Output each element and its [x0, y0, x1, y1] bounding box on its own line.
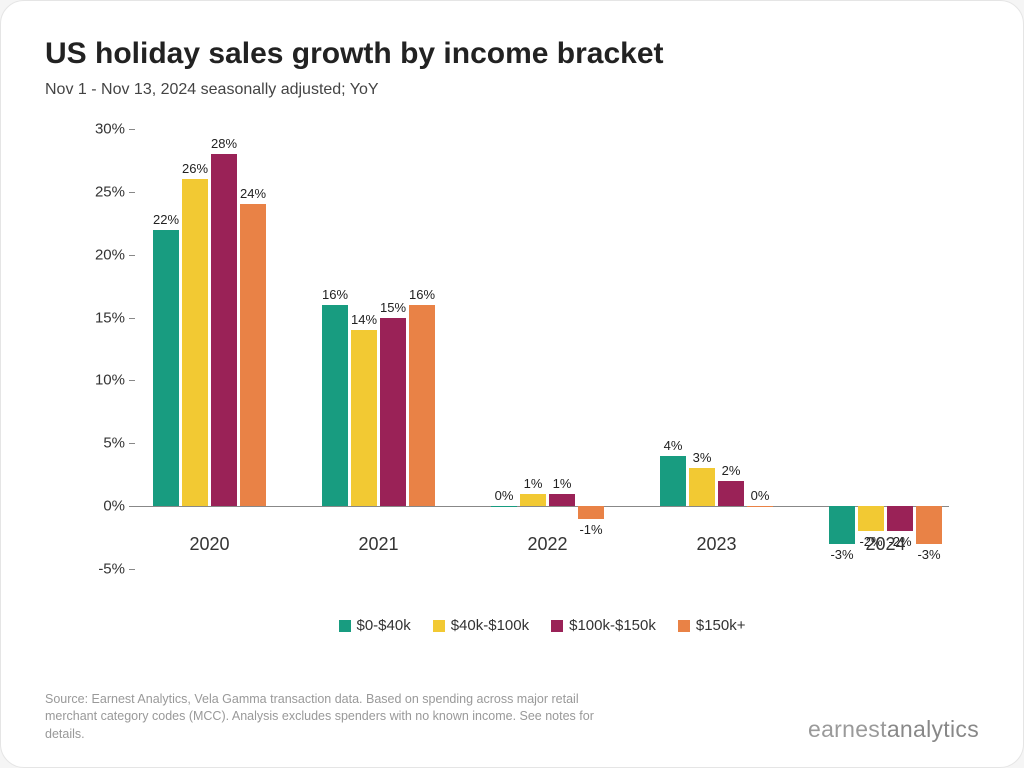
- brand-reg: analytics: [887, 716, 979, 742]
- legend-item: $150k+: [678, 617, 746, 634]
- chart-card: US holiday sales growth by income bracke…: [0, 0, 1024, 768]
- legend-swatch: [551, 620, 563, 632]
- y-tick-mark: [129, 255, 135, 256]
- x-category-label: 2024: [865, 534, 905, 555]
- y-tick-label: 0%: [65, 498, 125, 515]
- legend-label: $40k-$100k: [451, 617, 529, 634]
- bar: [322, 305, 348, 506]
- bar-value-label: 2%: [709, 463, 753, 478]
- y-tick-label: 30%: [65, 121, 125, 138]
- y-tick-label: -5%: [65, 561, 125, 578]
- bar-value-label: -1%: [569, 522, 613, 537]
- y-tick-mark: [129, 443, 135, 444]
- y-tick-label: 5%: [65, 435, 125, 452]
- bar: [578, 506, 604, 519]
- legend-swatch: [433, 620, 445, 632]
- chart-subtitle: Nov 1 - Nov 13, 2024 seasonally adjusted…: [45, 81, 979, 99]
- legend-label: $150k+: [696, 617, 746, 634]
- bar: [747, 506, 773, 507]
- y-tick-label: 15%: [65, 309, 125, 326]
- legend-swatch: [339, 620, 351, 632]
- plot-region: -5%0%5%10%15%20%25%30%22%26%28%24%202016…: [135, 129, 949, 569]
- bar: [916, 506, 942, 544]
- legend-item: $0-$40k: [339, 617, 411, 634]
- x-category-label: 2022: [527, 534, 567, 555]
- legend-label: $0-$40k: [357, 617, 411, 634]
- bar: [887, 506, 913, 531]
- y-tick-mark: [129, 192, 135, 193]
- y-tick-mark: [129, 129, 135, 130]
- y-tick-label: 25%: [65, 183, 125, 200]
- y-tick-mark: [129, 318, 135, 319]
- y-tick-label: 20%: [65, 246, 125, 263]
- x-category-label: 2020: [189, 534, 229, 555]
- bar-value-label: 1%: [540, 476, 584, 491]
- bar: [520, 494, 546, 507]
- brand-logo: earnestanalytics: [808, 716, 979, 743]
- bar: [858, 506, 884, 531]
- legend-label: $100k-$150k: [569, 617, 656, 634]
- y-tick-mark: [129, 506, 135, 507]
- bar-value-label: 28%: [202, 136, 246, 151]
- bar: [380, 318, 406, 507]
- legend-swatch: [678, 620, 690, 632]
- bar: [409, 305, 435, 506]
- bar: [549, 494, 575, 507]
- y-tick-mark: [129, 380, 135, 381]
- chart-title: US holiday sales growth by income bracke…: [45, 37, 979, 71]
- bar: [153, 230, 179, 507]
- footer: Source: Earnest Analytics, Vela Gamma tr…: [45, 691, 979, 744]
- legend-item: $40k-$100k: [433, 617, 529, 634]
- y-tick-label: 10%: [65, 372, 125, 389]
- brand-light: earnest: [808, 716, 887, 742]
- bar-value-label: 16%: [400, 287, 444, 302]
- chart-area: -5%0%5%10%15%20%25%30%22%26%28%24%202016…: [45, 119, 979, 673]
- bar-value-label: -3%: [907, 547, 951, 562]
- x-category-label: 2021: [358, 534, 398, 555]
- bar: [211, 154, 237, 506]
- bar-value-label: 0%: [738, 488, 782, 503]
- legend: $0-$40k $40k-$100k $100k-$150k $150k+: [135, 617, 949, 634]
- legend-item: $100k-$150k: [551, 617, 656, 634]
- y-tick-mark: [129, 569, 135, 570]
- bar: [351, 330, 377, 506]
- bar: [240, 204, 266, 506]
- bar: [182, 179, 208, 506]
- source-text: Source: Earnest Analytics, Vela Gamma tr…: [45, 691, 605, 744]
- bar-value-label: 24%: [231, 186, 275, 201]
- zero-axis-line: [135, 506, 949, 507]
- bar: [491, 506, 517, 507]
- bar-value-label: 16%: [313, 287, 357, 302]
- x-category-label: 2023: [696, 534, 736, 555]
